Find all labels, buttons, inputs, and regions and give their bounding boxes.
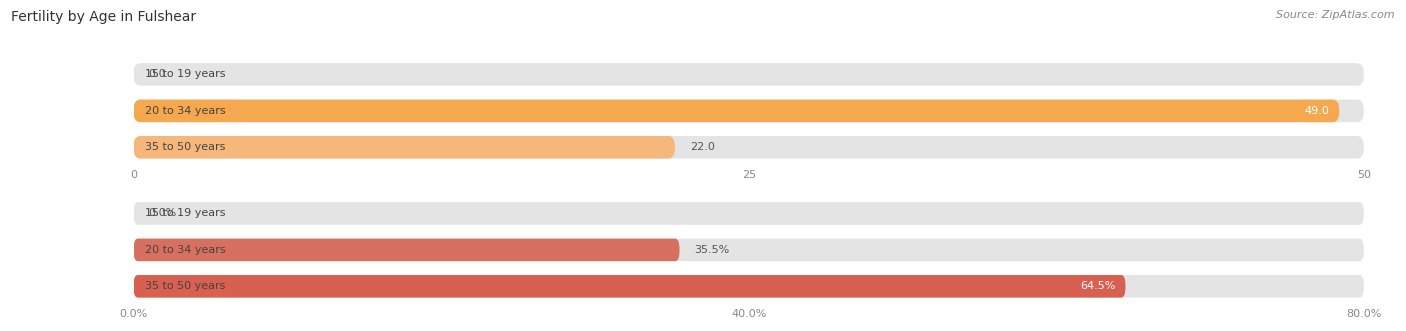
Text: 35 to 50 years: 35 to 50 years [145,142,226,152]
Text: 15 to 19 years: 15 to 19 years [145,70,226,79]
Text: 22.0: 22.0 [690,142,714,152]
FancyBboxPatch shape [134,136,1364,159]
FancyBboxPatch shape [134,100,1364,122]
Text: 15 to 19 years: 15 to 19 years [145,209,225,218]
FancyBboxPatch shape [134,275,1364,298]
FancyBboxPatch shape [134,100,1339,122]
FancyBboxPatch shape [134,239,679,261]
Text: 20 to 34 years: 20 to 34 years [145,106,226,116]
Text: Fertility by Age in Fulshear: Fertility by Age in Fulshear [11,10,197,24]
Text: 49.0: 49.0 [1305,106,1330,116]
Text: Source: ZipAtlas.com: Source: ZipAtlas.com [1277,10,1395,20]
FancyBboxPatch shape [134,63,1364,86]
FancyBboxPatch shape [134,136,675,159]
FancyBboxPatch shape [134,239,1364,261]
Text: 64.5%: 64.5% [1080,281,1115,291]
Text: 35 to 50 years: 35 to 50 years [145,281,225,291]
FancyBboxPatch shape [134,202,1364,225]
Text: 35.5%: 35.5% [695,245,730,255]
Text: 20 to 34 years: 20 to 34 years [145,245,225,255]
Text: 0.0: 0.0 [149,70,166,79]
FancyBboxPatch shape [134,275,1125,298]
Text: 0.0%: 0.0% [149,209,177,218]
